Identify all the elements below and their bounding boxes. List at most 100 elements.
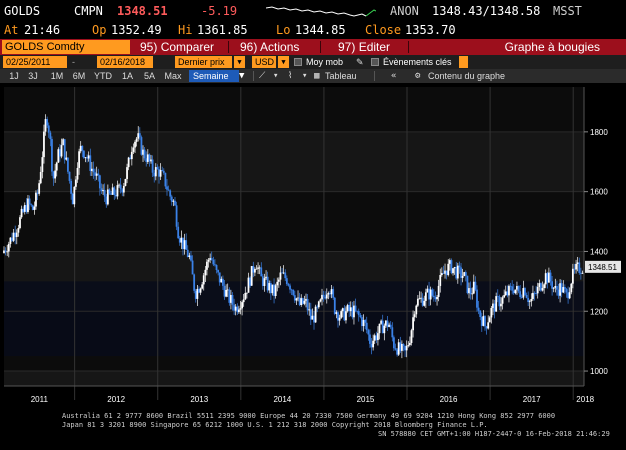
candle-body (274, 285, 277, 297)
chevron-down-icon[interactable]: ▼ (278, 56, 289, 68)
candle-body (567, 292, 569, 299)
table-icon[interactable]: ▦ (314, 71, 320, 81)
actions-button[interactable]: 96) Actions (240, 40, 299, 54)
candle-body (361, 317, 363, 327)
x-year-label: 2012 (107, 395, 125, 404)
double-chevron-left-icon[interactable]: « (391, 71, 397, 81)
chevron-down-icon[interactable]: ▾ (302, 71, 308, 81)
candle-body (565, 289, 568, 293)
tab-3d[interactable]: 3J (28, 71, 38, 81)
x-axis: 2011 2012 2013 2014 2015 2016 2017 2018 (4, 385, 595, 404)
last-price-label: 1348.51 (588, 263, 617, 272)
graph-content-button[interactable]: Contenu du graphe (428, 71, 506, 81)
candle-body (263, 278, 266, 286)
candle-body (124, 179, 127, 186)
candle-body (17, 228, 20, 233)
candle-body (535, 293, 538, 294)
candle-body (541, 288, 544, 291)
session-stats: At 21:46 Op 1352.49 Hi 1361.85 Lo 1344.8… (0, 22, 626, 39)
candle-body (301, 298, 304, 304)
candle-body (31, 205, 34, 210)
frequency-select[interactable]: Semaine (189, 70, 239, 82)
candle-body (239, 308, 242, 310)
tab-1y[interactable]: 1A (121, 71, 133, 81)
candle-body (402, 343, 405, 346)
candle-body (482, 316, 485, 326)
candle-body (81, 145, 84, 151)
chevron-down-icon[interactable]: ▾ (273, 71, 279, 81)
candle-body (410, 330, 413, 343)
candle-body (560, 283, 563, 293)
tab-5y[interactable]: 5A (143, 71, 155, 81)
candle-body (495, 296, 498, 312)
key-events-checkbox[interactable] (371, 58, 379, 66)
candle-body (162, 170, 165, 173)
candle-body (496, 296, 499, 297)
x-year-label: 2013 (190, 395, 208, 404)
candle-body (146, 154, 149, 162)
candle-body (573, 268, 576, 270)
candle-body (319, 299, 322, 302)
candle-body (135, 138, 138, 142)
candle-body (35, 192, 37, 207)
candle-body (571, 268, 574, 284)
tab-ytd[interactable]: YTD (94, 71, 112, 81)
chevron-down-icon[interactable]: ▼ (234, 56, 245, 68)
candle-body (199, 288, 202, 293)
high-value: 1361.85 (197, 23, 248, 37)
candle-body (180, 237, 183, 243)
x-year-label: 2018 (576, 395, 594, 404)
candle-body (551, 281, 554, 289)
draw-tool-icon[interactable]: ⌇ (288, 71, 293, 81)
compare-button[interactable]: 95) Comparer (140, 40, 214, 54)
y-tick-label: 1600 (590, 188, 608, 197)
candle-body (408, 342, 411, 346)
key-events-dropdown[interactable] (459, 56, 468, 68)
candle-body (418, 298, 421, 300)
chevron-down-icon[interactable]: ▼ (239, 71, 245, 81)
candle-body (407, 345, 410, 346)
currency-select[interactable]: USD (252, 56, 276, 68)
footer: Australia 61 2 9777 8600 Brazil 5511 239… (0, 410, 626, 450)
candle-body (487, 322, 490, 329)
candle-body (54, 170, 57, 179)
tab-max[interactable]: Max (164, 71, 182, 81)
candle-body (198, 288, 200, 293)
candle-body (202, 275, 205, 285)
key-events-label: Évènements clés (383, 57, 452, 67)
moving-average-checkbox[interactable] (294, 58, 302, 66)
candle-body (357, 311, 360, 316)
candle-body (391, 327, 394, 338)
candle-body (380, 320, 383, 324)
candle-body (552, 287, 555, 289)
candle-body (341, 308, 344, 312)
edit-button[interactable]: 97) Editer (338, 40, 390, 54)
candle-body (273, 284, 275, 297)
candle-body (258, 267, 261, 269)
ticker-symbol[interactable]: GOLDS (4, 4, 41, 18)
candle-body (351, 307, 354, 318)
candle-body (76, 167, 79, 180)
tab-1d[interactable]: 1J (9, 71, 19, 81)
tab-1m[interactable]: 1M (50, 71, 64, 81)
tab-6m[interactable]: 6M (72, 71, 86, 81)
candle-body (174, 200, 176, 206)
price-type-select[interactable]: Dernier prix (175, 56, 232, 68)
candle-body (90, 168, 93, 171)
pencil-icon[interactable]: ✎ (356, 57, 364, 67)
price-chart[interactable]: 1000 1200 1400 1600 1800 2011 2012 2013 2014 201… (0, 83, 626, 410)
candle-body (63, 139, 66, 160)
candle-body (7, 243, 10, 252)
table-button[interactable]: Tableau (325, 71, 357, 81)
candle-body (244, 292, 247, 300)
candle-body (399, 342, 402, 351)
line-chart-icon[interactable]: ⟋ (259, 71, 266, 81)
gear-icon[interactable]: ⚙ (415, 71, 421, 81)
candle-body (452, 268, 454, 274)
end-date-field[interactable]: 02/16/2018 (97, 56, 153, 68)
candle-body (383, 325, 386, 334)
candle-body (98, 175, 101, 189)
start-date-field[interactable]: 02/25/2011 (3, 56, 67, 68)
security-field[interactable]: GOLDS Comdty (2, 40, 130, 54)
